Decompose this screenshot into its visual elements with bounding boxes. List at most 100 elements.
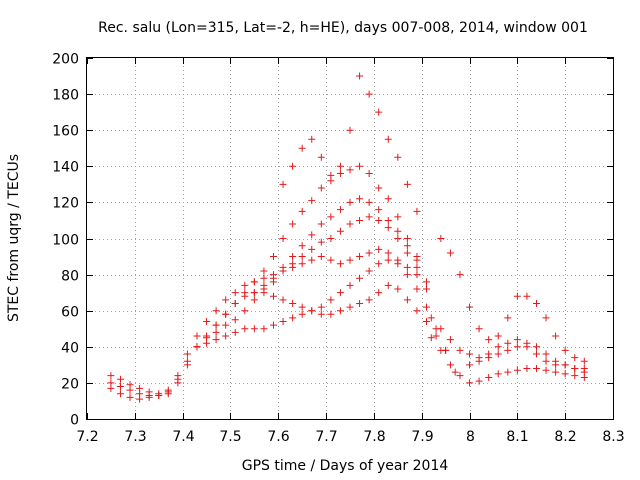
data-point: [365, 213, 373, 221]
data-point: [413, 263, 421, 271]
data-point: [298, 310, 306, 318]
data-point: [571, 364, 579, 372]
data-point: [375, 184, 383, 192]
data-point: [107, 372, 115, 380]
data-point: [466, 361, 474, 369]
data-point: [260, 325, 268, 333]
data-point: [403, 235, 411, 242]
data-point: [260, 281, 268, 289]
y-tick-label: 200: [52, 52, 79, 68]
data-point: [403, 249, 411, 257]
data-point: [250, 289, 258, 297]
data-point: [494, 350, 502, 358]
data-point: [475, 357, 483, 365]
data-point: [308, 197, 316, 205]
data-point: [260, 274, 268, 282]
data-point: [485, 336, 493, 344]
data-point: [394, 227, 402, 235]
data-point: [317, 238, 325, 246]
data-point: [432, 332, 440, 340]
data-point: [222, 332, 230, 340]
data-point: [375, 216, 383, 224]
data-point: [193, 343, 201, 351]
data-point: [317, 303, 325, 311]
data-point: [423, 285, 431, 293]
data-point: [336, 260, 344, 268]
data-point: [552, 361, 560, 369]
data-point: [356, 299, 364, 307]
data-point: [427, 334, 435, 342]
points-layer: [107, 72, 588, 403]
data-point: [413, 307, 421, 315]
data-point: [308, 256, 316, 264]
y-tick-label: 140: [52, 160, 79, 176]
data-point: [466, 303, 474, 311]
data-point: [394, 153, 402, 161]
data-point: [542, 314, 550, 322]
data-point: [317, 220, 325, 228]
data-point: [403, 180, 411, 188]
data-point: [231, 316, 239, 324]
x-tick-label: 8.1: [506, 429, 528, 445]
data-point: [523, 343, 531, 351]
data-point: [494, 370, 502, 378]
data-point: [241, 292, 249, 300]
data-point: [451, 368, 459, 376]
data-point: [250, 296, 258, 304]
data-point: [231, 328, 239, 336]
data-point: [269, 321, 277, 329]
data-point: [365, 249, 373, 257]
data-point: [394, 285, 402, 293]
data-point: [446, 336, 454, 344]
data-point: [542, 357, 550, 365]
data-point: [384, 216, 392, 224]
x-tick-label: 7.6: [267, 429, 289, 445]
data-point: [269, 292, 277, 300]
data-point: [375, 289, 383, 297]
data-point: [384, 256, 392, 264]
data-point: [513, 292, 521, 300]
data-point: [580, 357, 588, 365]
data-point: [523, 292, 531, 300]
data-point: [552, 332, 560, 340]
data-point: [116, 390, 124, 398]
data-point: [289, 253, 297, 261]
data-point: [327, 256, 335, 264]
data-point: [437, 325, 445, 333]
data-point: [446, 249, 454, 257]
data-point: [504, 339, 512, 347]
data-point: [222, 310, 230, 318]
data-point: [466, 350, 474, 358]
data-point: [375, 108, 383, 116]
data-point: [403, 263, 411, 271]
data-point: [475, 377, 483, 385]
data-point: [356, 162, 364, 170]
data-point: [336, 227, 344, 235]
data-point: [394, 235, 402, 242]
data-point: [413, 256, 421, 264]
data-point: [571, 372, 579, 380]
data-point: [289, 299, 297, 307]
data-point: [365, 267, 373, 275]
data-point: [542, 350, 550, 358]
data-point: [308, 135, 316, 143]
data-point: [203, 339, 211, 347]
x-tick-label: 7.9: [411, 429, 433, 445]
data-point: [317, 310, 325, 318]
x-tick-label: 8: [466, 429, 475, 445]
data-point: [298, 253, 306, 261]
y-tick-label: 180: [52, 88, 79, 104]
data-point: [571, 354, 579, 362]
data-point: [298, 207, 306, 215]
data-point: [494, 332, 502, 340]
data-point: [346, 220, 354, 228]
data-point: [308, 245, 316, 253]
data-point: [384, 135, 392, 143]
data-point: [375, 260, 383, 268]
data-point: [279, 180, 287, 188]
plot-frame: [86, 57, 614, 420]
data-point: [298, 303, 306, 311]
data-point: [375, 206, 383, 214]
data-point: [356, 274, 364, 282]
